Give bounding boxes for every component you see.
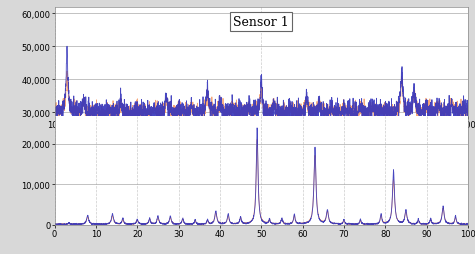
Text: Sensor 1: Sensor 1 [233,16,289,29]
